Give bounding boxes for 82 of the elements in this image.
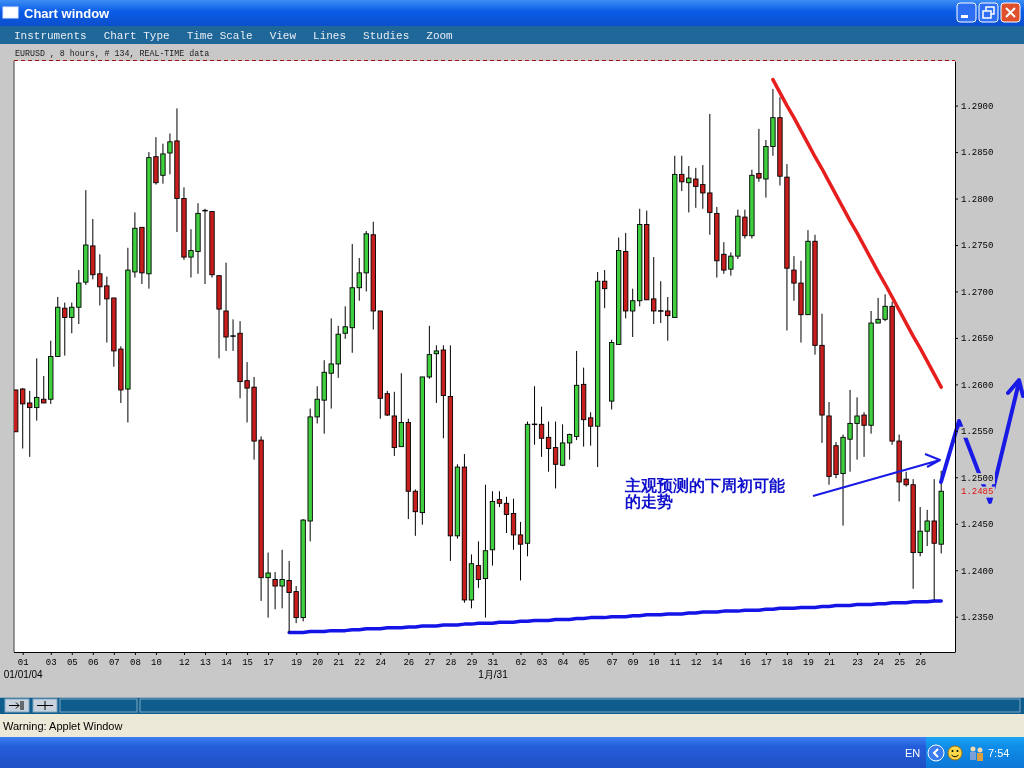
x-tick-label: 12 [179, 658, 190, 669]
x-tick-label: 28 [445, 658, 457, 669]
candlestick [552, 421, 559, 489]
x-tick-label: 15 [242, 658, 253, 669]
x-tick-label: 22 [354, 658, 366, 669]
x-tick-label: 02 [515, 658, 527, 669]
x-tick-label: 14 [221, 658, 232, 669]
line-series [771, 77, 943, 389]
candlestick [545, 421, 552, 473]
text: EN [905, 747, 921, 759]
candlestick [538, 406, 545, 458]
x-tick-label: 13 [200, 658, 211, 669]
x-tick-label: 11 [669, 658, 681, 669]
x-tick-label: 26 [403, 658, 415, 669]
x-tick-label: 18 [782, 658, 793, 669]
x-tick-label: 01 01/01/04 [3, 658, 44, 680]
text: 1.2485 [961, 487, 994, 498]
line-series [287, 599, 943, 635]
x-tick-label: 19 [803, 658, 814, 669]
y-tick-label: 1.2900 [961, 101, 994, 112]
y-tick-label: 1.2350 [961, 613, 994, 624]
x-tick-label: 17 [761, 658, 772, 669]
y-tick-label: 1.2550 [961, 427, 994, 438]
candlestick [426, 325, 433, 380]
candlestick [517, 521, 524, 581]
x-tick-label: 24 [375, 658, 387, 669]
candlestick [475, 540, 482, 589]
x-tick-label: 29 [466, 658, 478, 669]
text: Warning: Applet Window [3, 720, 123, 732]
y-tick-label: 1.2500 [961, 473, 994, 484]
x-tick-label: 05 [578, 658, 590, 669]
candlestick [510, 498, 517, 551]
chart-title: EURUSD , 8 hours, # 134, REAL-TIME data [15, 49, 210, 58]
candlestick [566, 433, 573, 461]
x-tick-label: 10 [151, 658, 162, 669]
text: Time Scale [186, 30, 253, 42]
x-tick-label: 20 [312, 658, 324, 669]
x-tick-label: 08 [129, 658, 141, 669]
y-tick-label: 1.2600 [961, 380, 994, 391]
x-tick-label: 05 [66, 658, 78, 669]
text: Zoom [426, 30, 454, 42]
x-tick-label: 19 [291, 658, 303, 669]
x-tick-label: 26 [915, 658, 927, 669]
x-tick-label: 31 1月/31 [478, 658, 509, 680]
x-tick-label: 12 [690, 658, 702, 669]
candlestick [559, 423, 566, 467]
x-tick-label: 23 [852, 658, 863, 669]
y-tick-label: 1.2800 [961, 194, 994, 205]
text: Studies [363, 30, 410, 42]
x-tick-label: 04 [557, 658, 569, 669]
candlestick [433, 344, 440, 404]
text: View [269, 30, 297, 42]
y-tick-label: 1.2700 [961, 287, 994, 298]
x-tick-label: 10 [648, 658, 660, 669]
x-tick-label: 25 [894, 658, 906, 669]
y-tick-label: 1.2650 [961, 334, 994, 345]
text: Instruments [14, 30, 87, 42]
x-tick-label: 27 [424, 658, 436, 669]
x-tick-label: 03 [536, 658, 548, 669]
candlestick [503, 496, 510, 534]
annotation: 主观预测的下周初可能的走势 [624, 476, 785, 510]
candlestick [587, 411, 594, 447]
text: Chart Type [103, 30, 170, 42]
y-tick-label: 1.2850 [961, 148, 994, 159]
x-tick-label: 16 [739, 658, 751, 669]
text: Lines [313, 30, 347, 42]
x-tick-label: 07 [606, 658, 618, 669]
candlestick [602, 269, 608, 309]
y-tick-label: 1.2450 [961, 520, 994, 531]
y-tick-label: 1.2400 [961, 566, 994, 577]
x-tick-label: 09 [627, 658, 639, 669]
x-tick-label: 07 [108, 658, 120, 669]
x-tick-label: 06 [87, 658, 99, 669]
text: 7:54 [988, 747, 1010, 759]
x-tick-label: 24 [873, 658, 884, 669]
x-tick-label: 21 [333, 658, 345, 669]
x-tick-label: 17 [263, 658, 275, 669]
text: Chart window [24, 6, 111, 21]
y-tick-label: 1.2750 [961, 241, 994, 252]
x-tick-label: 03 [45, 658, 57, 669]
x-tick-label: 14 [711, 658, 723, 669]
x-tick-label: 21 [824, 658, 835, 669]
